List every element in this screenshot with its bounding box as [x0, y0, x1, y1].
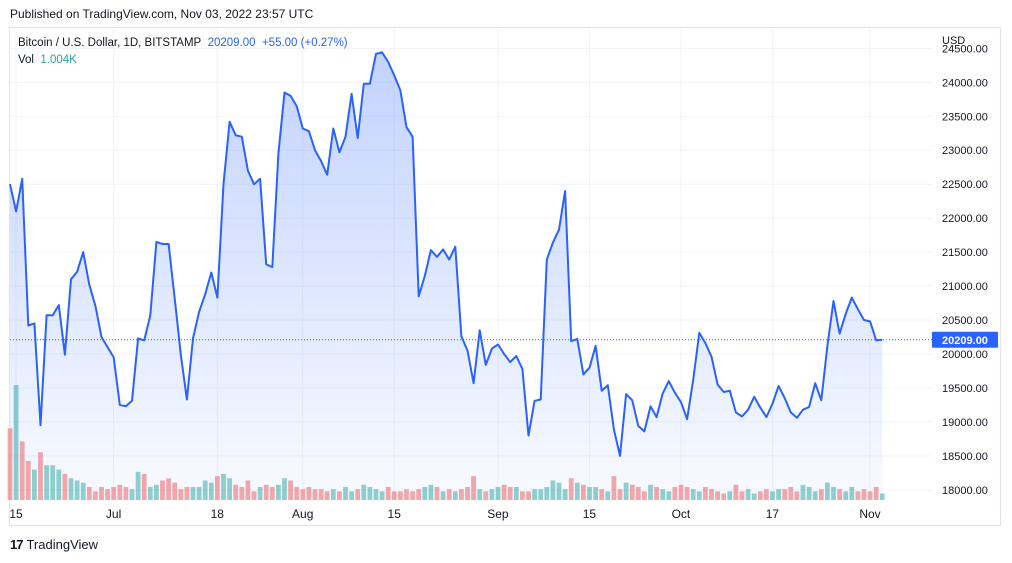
volume-value: 1.004K: [40, 54, 77, 66]
y-tick-label: 24500.00: [942, 43, 988, 55]
time-axis[interactable]: 15 Jul 18 Aug 15 Sep 15 Oct 17 Nov: [9, 507, 880, 521]
price-change: +55.00 (+0.27%): [261, 37, 348, 49]
x-tick-label: Nov: [859, 507, 880, 521]
price-area-fill: [10, 52, 883, 501]
y-tick-label: 20000.00: [942, 349, 988, 361]
y-tick-label: 23500.00: [942, 111, 988, 123]
footer-branding[interactable]: 17 TradingView: [10, 537, 98, 552]
volume-label: Vol: [18, 54, 34, 66]
y-tick-label: 19000.00: [942, 417, 988, 429]
x-tick-label: 15: [583, 507, 597, 521]
x-tick-label: Jul: [106, 507, 121, 521]
chart-legend: Bitcoin / U.S. Dollar, 1D, BITSTAMP 2020…: [18, 35, 348, 69]
y-tick-label: 18000.00: [942, 485, 988, 497]
legend-volume-row: Vol 1.004K: [18, 52, 348, 69]
price-area: [9, 51, 883, 501]
y-tick-label: 22500.00: [942, 179, 988, 191]
volume-bar: [879, 493, 885, 500]
x-tick-label: Sep: [487, 507, 509, 521]
x-tick-label: 18: [211, 507, 225, 521]
last-price-tag: [932, 331, 998, 348]
last-price-tag-label: 20209.00: [942, 335, 988, 347]
x-tick-label: 15: [388, 507, 402, 521]
y-tick-label: 19500.00: [942, 383, 988, 395]
y-tick-label: 20500.00: [942, 315, 988, 327]
x-tick-label: Oct: [672, 507, 691, 521]
y-tick-label: 22000.00: [942, 213, 988, 225]
y-tick-label: 21000.00: [942, 281, 988, 293]
price-line: [9, 51, 883, 457]
brand-name: TradingView: [26, 537, 99, 552]
legend-price-row: Bitcoin / U.S. Dollar, 1D, BITSTAMP 2020…: [18, 35, 348, 52]
currency-label: USD: [942, 35, 965, 47]
x-tick-label: 15: [9, 507, 23, 521]
y-tick-label: 18500.00: [942, 451, 988, 463]
tradingview-logo-icon: 17: [10, 537, 24, 552]
x-tick-label: Aug: [292, 507, 313, 521]
last-price-value: 20209.00: [207, 37, 256, 49]
published-caption: Published on TradingView.com, Nov 03, 20…: [10, 7, 314, 21]
symbol-title[interactable]: Bitcoin / U.S. Dollar, 1D, BITSTAMP: [18, 37, 202, 49]
price-axis[interactable]: 24500.00 24000.00 23500.00 23000.00 22500.00…: [942, 35, 988, 497]
y-tick-label: 24000.00: [942, 77, 988, 89]
last-price-marker: 20209.00: [10, 331, 998, 348]
x-tick-label: 17: [766, 507, 780, 521]
y-tick-label: 23000.00: [942, 145, 988, 157]
chart-frame[interactable]: [9, 27, 1001, 526]
y-tick-label: 21500.00: [942, 247, 988, 259]
